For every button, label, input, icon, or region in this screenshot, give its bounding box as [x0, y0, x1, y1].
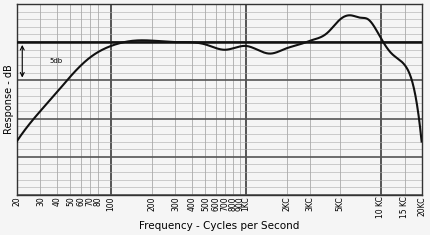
Text: 5db: 5db — [50, 58, 63, 64]
X-axis label: Frequency - Cycles per Second: Frequency - Cycles per Second — [139, 221, 299, 231]
Y-axis label: Response - dB: Response - dB — [4, 65, 14, 134]
